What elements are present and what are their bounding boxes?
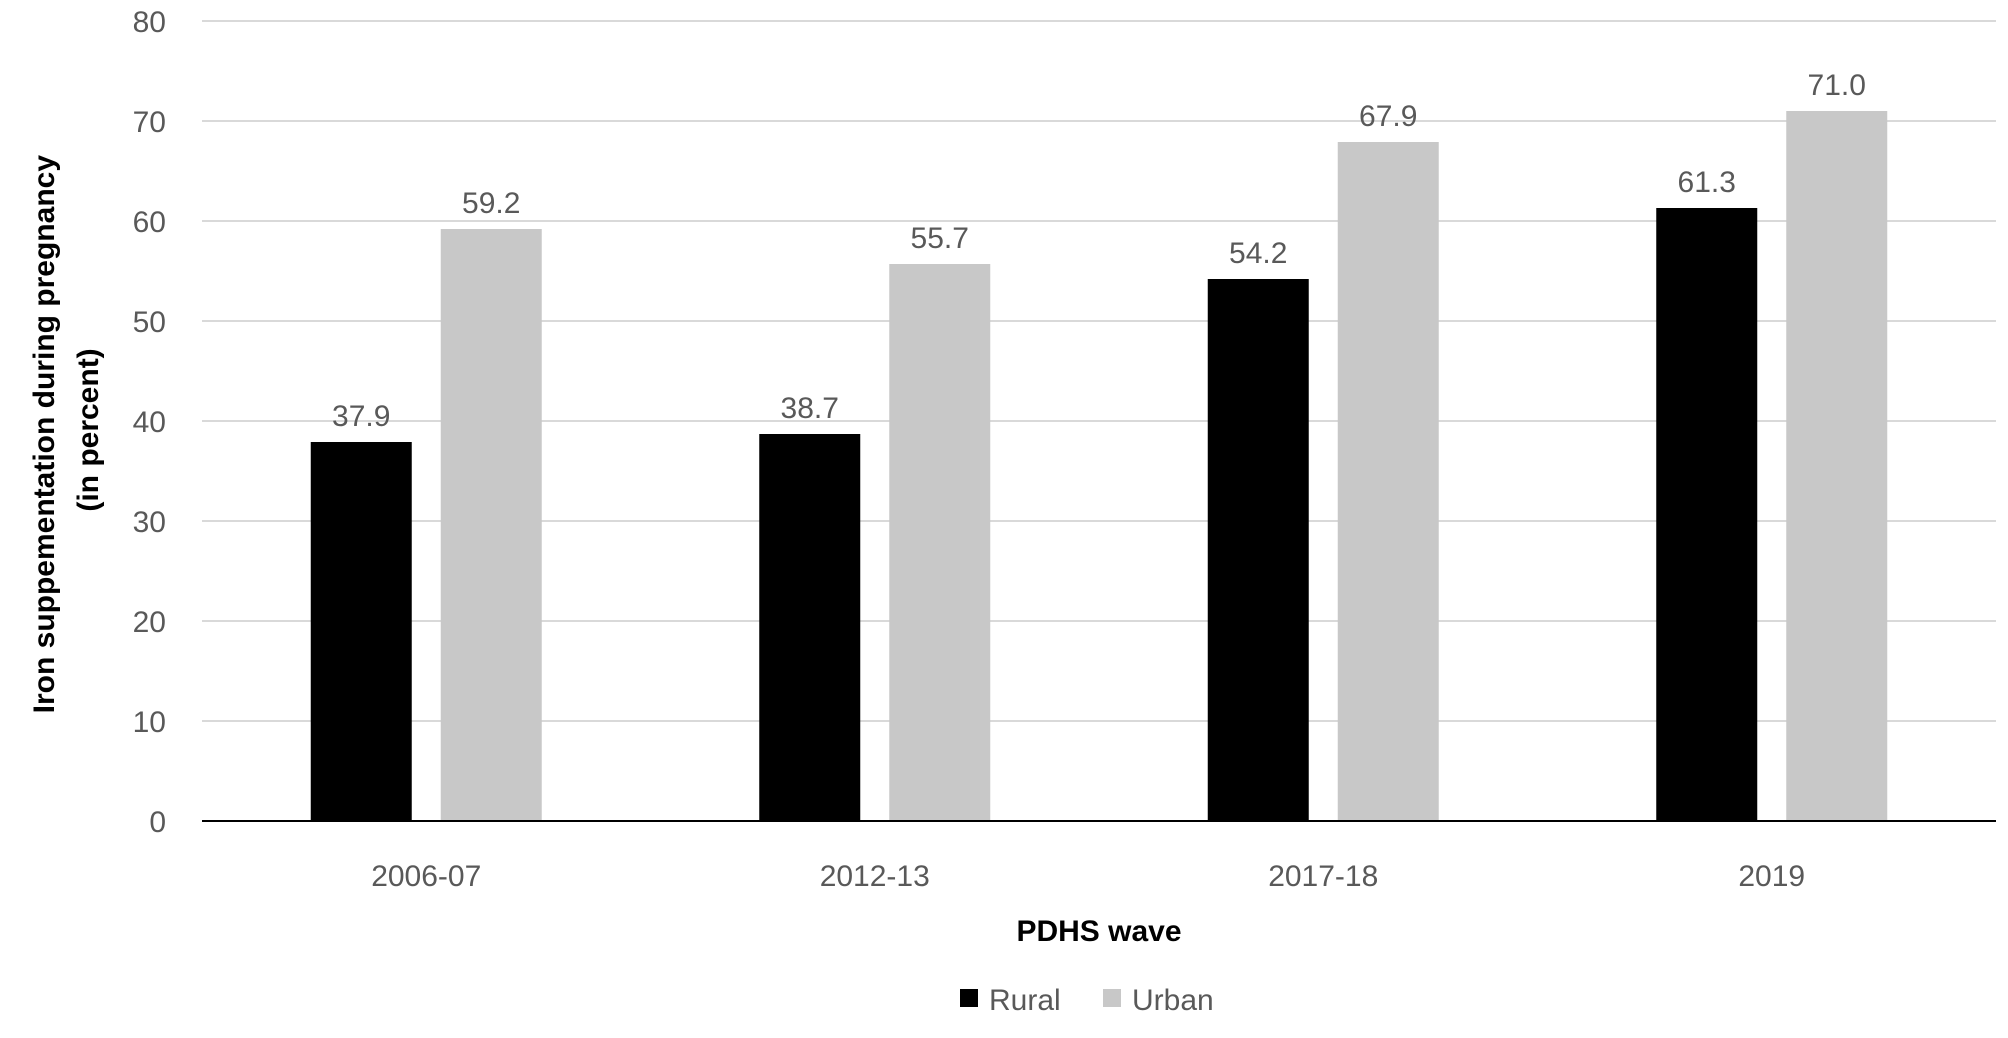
legend-label-rural: Rural: [989, 984, 1061, 1017]
y-axis-title-line-2: (in percent): [72, 348, 105, 511]
x-tick-label: 2019: [1738, 860, 1805, 893]
bar-urban-2019: [1786, 111, 1888, 821]
data-label-rural-2017-18: 54.2: [1229, 237, 1287, 270]
y-tick-label: 40: [133, 406, 166, 439]
data-label-rural-2006-07: 37.9: [332, 400, 390, 433]
bar-urban-2012-13: [889, 264, 991, 821]
bar-rural-2012-13: [759, 434, 861, 821]
y-axis-ticks: 0 10 20 30 40 50 60 70 80: [133, 6, 166, 839]
y-tick-label: 0: [149, 806, 166, 839]
y-tick-label: 60: [133, 206, 166, 239]
x-axis-ticks: 2006-07 2012-13 2017-18 2019: [371, 860, 1805, 893]
data-label-rural-2019: 61.3: [1678, 166, 1736, 199]
y-tick-label: 80: [133, 6, 166, 39]
x-tick-label: 2017-18: [1268, 860, 1378, 893]
y-tick-label: 50: [133, 306, 166, 339]
y-tick-label: 70: [133, 106, 166, 139]
bars: [310, 111, 1888, 821]
y-tick-label: 30: [133, 506, 166, 539]
y-axis-title: Iron suppementation during pregnancy (in…: [28, 147, 105, 714]
legend: Rural Urban: [960, 984, 1214, 1017]
y-tick-label: 10: [133, 706, 166, 739]
data-label-urban-2019: 71.0: [1808, 69, 1866, 102]
bar-rural-2006-07: [310, 442, 412, 821]
x-axis-title: PDHS wave: [1016, 915, 1181, 948]
data-labels: 37.9 59.2 38.7 55.7 54.2 67.9 61.3 71.0: [332, 69, 1866, 433]
y-axis-title-line-1: Iron suppementation during pregnancy: [28, 155, 61, 714]
bar-rural-2019: [1656, 208, 1758, 821]
legend-swatch-rural: [960, 989, 978, 1007]
data-label-urban-2017-18: 67.9: [1359, 100, 1417, 133]
legend-label-urban: Urban: [1132, 984, 1214, 1017]
x-tick-label: 2006-07: [371, 860, 481, 893]
legend-swatch-urban: [1103, 989, 1121, 1007]
y-tick-label: 20: [133, 606, 166, 639]
bar-urban-2017-18: [1337, 142, 1439, 821]
data-label-urban-2006-07: 59.2: [462, 187, 520, 220]
bar-urban-2006-07: [440, 229, 542, 821]
bar-rural-2017-18: [1207, 279, 1309, 821]
data-label-urban-2012-13: 55.7: [911, 222, 969, 255]
x-tick-label: 2012-13: [820, 860, 930, 893]
data-label-rural-2012-13: 38.7: [781, 392, 839, 425]
